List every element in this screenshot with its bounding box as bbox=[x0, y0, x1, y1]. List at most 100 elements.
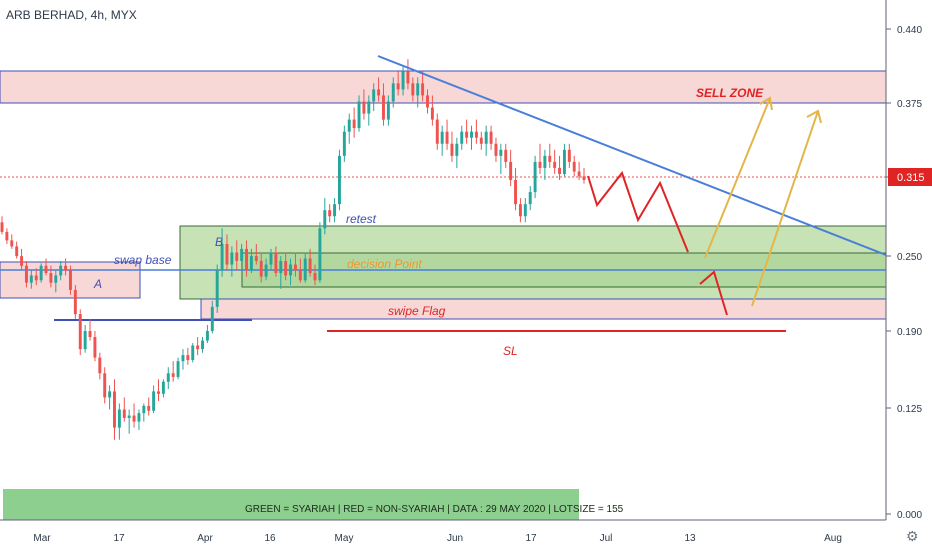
candle-body bbox=[337, 155, 341, 205]
candle-body bbox=[484, 131, 488, 144]
candle-body bbox=[460, 131, 464, 144]
candle-body bbox=[49, 273, 53, 283]
candle-body bbox=[0, 222, 4, 232]
candle-body bbox=[259, 260, 263, 277]
time-tick-label: Jun bbox=[447, 533, 463, 544]
candle-body bbox=[20, 256, 24, 266]
yellow-arrow-2 bbox=[751, 109, 822, 307]
candle-body bbox=[269, 252, 273, 265]
candle-body bbox=[391, 83, 395, 102]
candle-body bbox=[122, 409, 126, 418]
candle-body bbox=[93, 337, 97, 358]
candle-body bbox=[455, 143, 459, 156]
candle-body bbox=[367, 101, 371, 114]
candle-body bbox=[34, 275, 38, 281]
candle-body bbox=[318, 228, 322, 281]
time-tick-label: May bbox=[335, 533, 354, 544]
projection-path bbox=[587, 170, 689, 253]
time-axis-ticks: Mar 17 Apr 16 May Jun 17 Jul 13 Aug bbox=[33, 533, 842, 544]
candle-body bbox=[78, 314, 82, 350]
candle-body bbox=[171, 373, 175, 377]
price-tag-bg bbox=[888, 168, 932, 186]
gear-icon[interactable]: ⚙ bbox=[906, 528, 919, 544]
candle-body bbox=[382, 95, 385, 120]
time-tick-label: 17 bbox=[113, 533, 125, 544]
candle-body bbox=[489, 131, 493, 144]
sell-zone bbox=[0, 70, 887, 104]
candle-body bbox=[577, 171, 581, 177]
candle-body bbox=[396, 83, 400, 90]
swipe-flag-zone bbox=[200, 298, 887, 320]
candle-body bbox=[73, 289, 77, 315]
candle-body bbox=[210, 306, 214, 331]
candle-body bbox=[225, 244, 229, 265]
candle-body bbox=[137, 413, 141, 422]
decision-point-label: decision Point bbox=[347, 257, 422, 271]
candle-body bbox=[113, 391, 116, 428]
candle-body bbox=[298, 270, 302, 281]
candle-body bbox=[426, 95, 429, 108]
candle-body bbox=[83, 331, 87, 350]
sl-label: SL bbox=[503, 344, 518, 358]
time-tick-label: Aug bbox=[824, 533, 842, 544]
candle-body bbox=[435, 119, 439, 144]
candle-body bbox=[518, 204, 522, 217]
candle-body bbox=[289, 264, 293, 276]
candle-body bbox=[372, 89, 376, 102]
price-tick-label: 0.440 bbox=[897, 25, 922, 36]
candle-body bbox=[357, 101, 361, 129]
candle-body bbox=[548, 155, 552, 162]
candle-body bbox=[249, 256, 253, 271]
candle-body bbox=[186, 355, 190, 360]
candle-body bbox=[235, 252, 239, 261]
trendline[interactable] bbox=[377, 55, 932, 274]
time-tick-label: 17 bbox=[525, 533, 537, 544]
swipe-flag-label: swipe Flag bbox=[388, 304, 446, 318]
candle-body bbox=[313, 273, 317, 281]
candle-body bbox=[196, 345, 200, 350]
price-axis-bg bbox=[886, 0, 932, 550]
candle-body bbox=[406, 71, 410, 84]
candle-body bbox=[24, 265, 28, 283]
candle-body bbox=[293, 264, 297, 271]
candle-body bbox=[157, 391, 160, 394]
candle-body bbox=[479, 137, 483, 144]
candle-body bbox=[132, 415, 136, 422]
candles-group bbox=[0, 59, 586, 440]
price-tick-label: 0.190 bbox=[897, 327, 922, 338]
candle-body bbox=[215, 270, 219, 307]
candle-body bbox=[108, 391, 112, 398]
candle-body bbox=[274, 252, 278, 274]
candle-body bbox=[147, 405, 151, 411]
candle-body bbox=[220, 244, 224, 271]
candle-body bbox=[230, 252, 234, 265]
candle-body bbox=[98, 357, 102, 374]
candle-body bbox=[245, 248, 249, 271]
price-tick-label: 0.375 bbox=[897, 99, 922, 110]
candle-body bbox=[191, 345, 195, 360]
candle-body bbox=[54, 275, 58, 283]
time-tick-label: 13 bbox=[684, 533, 696, 544]
candle-body bbox=[494, 143, 498, 156]
price-tick-label: 0.250 bbox=[897, 252, 922, 263]
candle-body bbox=[533, 161, 537, 193]
candle-body bbox=[127, 415, 131, 418]
candle-body bbox=[430, 107, 434, 120]
candle-body bbox=[166, 373, 170, 382]
time-tick-label: Mar bbox=[33, 533, 51, 544]
candle-body bbox=[10, 240, 14, 247]
candle-body bbox=[328, 210, 332, 217]
candle-body bbox=[176, 361, 180, 377]
candle-body bbox=[303, 258, 307, 281]
candle-body bbox=[333, 204, 337, 217]
swap-base-label: swap base bbox=[114, 253, 172, 267]
candle-body bbox=[543, 155, 547, 168]
candle-body bbox=[352, 119, 356, 129]
candle-body bbox=[240, 248, 244, 261]
candle-body bbox=[64, 265, 68, 271]
candle-body bbox=[69, 270, 72, 290]
candle-body bbox=[567, 149, 571, 162]
candle-body bbox=[523, 204, 527, 217]
